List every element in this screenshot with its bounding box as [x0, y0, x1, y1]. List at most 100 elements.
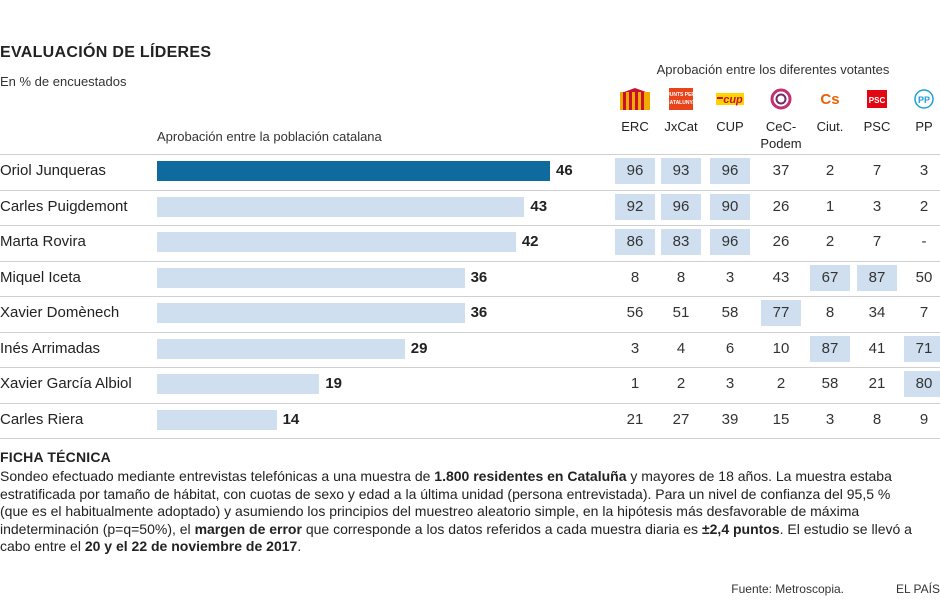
approval-bar: [157, 303, 465, 323]
party-label-psc: PSC: [852, 118, 902, 135]
voter-approval-cell: 96: [661, 193, 701, 220]
party-label-line: ERC: [621, 119, 649, 134]
party-label-line: PP: [915, 119, 933, 134]
leader-name: Miquel Iceta: [0, 268, 81, 286]
leader-name: Xavier García Albiol: [0, 375, 132, 392]
voter-approval-cell: 7: [872, 233, 882, 250]
row-separator: [0, 154, 940, 155]
party-label-line: CUP: [716, 119, 744, 134]
voter-approval-cell: 50: [915, 268, 933, 286]
party-label-erc: ERC: [610, 118, 660, 135]
voter-approval-cell: 2: [676, 375, 686, 392]
voter-approval-cell: 26: [772, 197, 790, 215]
svg-text:Cs: Cs: [820, 91, 839, 108]
leader-name: Oriol Junqueras: [0, 162, 106, 179]
voter-approval-cell: 4: [676, 339, 686, 357]
voter-approval-cell: 96: [710, 229, 750, 255]
voter-approval-cell: 2: [825, 233, 835, 250]
approval-bar: [157, 338, 405, 359]
approval-bar: [157, 232, 516, 252]
voter-approval-cell: 86: [615, 229, 655, 255]
voter-approval-cell: 58: [821, 375, 839, 392]
voter-approval-cell: 34: [868, 304, 886, 321]
approval-bar-value: 36: [470, 268, 488, 286]
voter-approval-cell: 77: [761, 300, 801, 326]
publisher-brand: EL PAÍS: [895, 582, 940, 596]
leader-name: Inés Arrimadas: [0, 339, 101, 357]
voter-approval-cell: 27: [672, 410, 690, 428]
voter-approval-cell: 51: [672, 304, 690, 321]
row-separator: [0, 367, 940, 368]
voter-approval-cell: 8: [825, 304, 835, 321]
party-label-jxcat: JxCat: [656, 118, 706, 135]
voter-approval-cell: 8: [630, 268, 640, 286]
bar-axis-title: Aprobación entre la población catalana: [157, 129, 382, 144]
source-note: Fuente: Metroscopia.: [731, 582, 844, 596]
voter-approval-cell: 39: [721, 410, 739, 428]
approval-bar: [157, 409, 277, 430]
voter-approval-cell: 67: [810, 264, 850, 291]
leader-name: Carles Riera: [0, 410, 84, 428]
voter-approval-cell: 37: [772, 162, 790, 179]
svg-text:PSC: PSC: [869, 96, 886, 105]
party-label-line: CeC-: [765, 119, 797, 134]
voter-approval-cell: 92: [615, 193, 655, 220]
voter-approval-cell: 96: [710, 158, 750, 184]
ficha-tecnica-text: Sondeo efectuado mediante entrevistas te…: [0, 468, 912, 555]
voter-approval-cell: 8: [872, 410, 882, 428]
party-label-line: PSC: [863, 119, 891, 134]
row-separator: [0, 331, 940, 333]
voter-approval-cell: 56: [626, 304, 644, 321]
cup-logo-icon: cup: [715, 88, 745, 110]
row-separator: [0, 225, 940, 226]
leader-name: Marta Rovira: [0, 233, 86, 250]
voter-approval-cell: 21: [626, 410, 644, 428]
approval-bar: [157, 267, 465, 288]
approval-bar-value: 46: [556, 162, 573, 179]
svg-text:PP: PP: [918, 95, 930, 105]
voter-approval-cell: 9: [919, 410, 929, 428]
voter-approval-cell: 1: [630, 375, 640, 392]
voter-approval-cell: 3: [630, 339, 640, 357]
voter-approval-cell: 2: [919, 197, 929, 215]
cec-podem-logo-icon: [766, 88, 796, 110]
party-label-pp: PP: [899, 118, 940, 135]
leader-name: Xavier Domènech: [0, 304, 120, 321]
voter-approval-cell: 3: [725, 268, 735, 286]
row-separator: [0, 260, 940, 262]
svg-text:JUNTS PER: JUNTS PER: [667, 92, 695, 98]
svg-text:CATALUNYA: CATALUNYA: [666, 100, 696, 106]
voter-approval-cell: 2: [825, 162, 835, 179]
chart-title: EVALUACIÓN DE LÍDERES: [0, 44, 212, 61]
voter-approval-cell: 26: [772, 233, 790, 250]
voters-table-title: Aprobación entre los diferentes votantes: [656, 62, 890, 77]
voter-approval-cell: 87: [810, 335, 850, 362]
row-separator: [0, 402, 940, 404]
voter-approval-cell: 8: [676, 268, 686, 286]
approval-bar: [157, 196, 525, 217]
approval-bar-value: 43: [530, 197, 548, 215]
voter-approval-cell: 3: [919, 162, 929, 179]
party-label-cec-podem: CeC- Podem: [756, 118, 806, 152]
approval-bar-value: 42: [521, 233, 539, 250]
voter-approval-cell: 3: [872, 197, 882, 215]
voter-approval-cell: 7: [872, 162, 882, 179]
voter-approval-cell: -: [921, 233, 927, 250]
voter-approval-cell: 93: [661, 158, 701, 184]
row-separator: [0, 189, 940, 191]
approval-bar-value: 36: [470, 304, 488, 321]
voter-approval-cell: 43: [772, 268, 790, 286]
party-label-line: Podem: [760, 136, 802, 151]
approval-bar-value: 19: [325, 375, 342, 392]
voter-approval-cell: 83: [661, 229, 701, 255]
approval-bar: [157, 374, 320, 394]
voter-approval-cell: 71: [904, 335, 940, 362]
voter-approval-cell: 2: [776, 375, 786, 392]
voter-approval-cell: 15: [772, 410, 790, 428]
party-label-line: Ciut.: [816, 119, 844, 134]
row-separator: [0, 296, 940, 297]
erc-logo-icon: [620, 88, 650, 110]
voter-approval-cell: 80: [904, 371, 940, 397]
voter-approval-cell: 3: [725, 375, 735, 392]
approval-bar-value: 29: [410, 339, 428, 357]
